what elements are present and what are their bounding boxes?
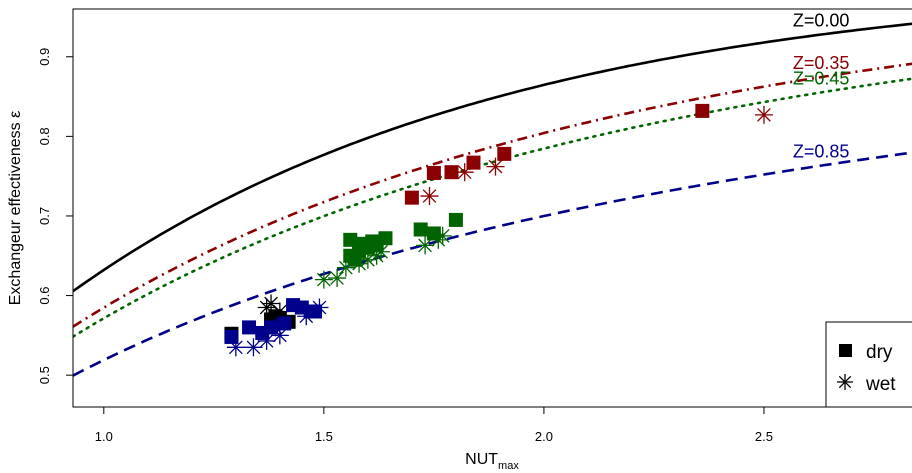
x-tick-label-3: 2.5 — [755, 429, 773, 444]
legend-box — [825, 321, 912, 408]
y-axis-label: Exchangeur effectiveness ε — [7, 111, 24, 306]
legend-wet-label: wet — [865, 374, 896, 395]
data-point-3-1 — [244, 338, 263, 357]
data-point-6-4 — [497, 146, 512, 161]
y-axis: 0.5 0.6 0.7 0.8 0.9 — [37, 48, 73, 384]
data-point-4-8 — [378, 231, 393, 246]
data-point-3-4 — [297, 307, 316, 326]
curve-label-1: Z=0.35 — [793, 53, 850, 73]
data-point-7-0 — [420, 187, 439, 206]
curve-label-3: Z=0.85 — [793, 142, 850, 162]
legend-wet-marker — [837, 374, 853, 390]
y-tick-label-3: 0.8 — [37, 127, 52, 145]
data-point-3-5 — [310, 298, 329, 317]
data-point-5-0 — [314, 270, 333, 289]
data-point-2-1 — [242, 320, 257, 335]
data-point-5-3 — [350, 254, 369, 273]
legend-dry-label: dry — [866, 342, 893, 363]
data-point-3-0 — [226, 338, 245, 357]
legend-dry-marker — [839, 344, 852, 357]
data-point-3-6 — [266, 318, 285, 337]
curve-label-0: Z=0.00 — [793, 11, 850, 31]
data-point-5-7 — [416, 236, 435, 255]
plot-frame — [72, 8, 912, 408]
data-point-4-0 — [343, 232, 358, 247]
y-tick-label-4: 0.9 — [37, 48, 52, 66]
x-tick-label-1: 1.5 — [315, 429, 333, 444]
y-tick-label-0: 0.5 — [37, 366, 52, 384]
data-point-6-1 — [426, 165, 441, 180]
data-point-6-0 — [404, 190, 419, 205]
data-point-5-6 — [372, 242, 391, 261]
data-point-1-2 — [262, 294, 281, 313]
y-tick-label-2: 0.7 — [37, 207, 52, 225]
data-point-4-11 — [448, 212, 463, 227]
data-point-7-1 — [455, 163, 474, 182]
curve-label-2: Z=0.45 — [793, 68, 850, 88]
data-point-5-9 — [433, 226, 452, 245]
data-points — [224, 103, 773, 357]
data-point-6-5 — [695, 103, 710, 118]
x-axis: 1.0 1.5 2.0 2.5 — [95, 407, 773, 444]
x-tick-label-0: 1.0 — [95, 429, 113, 444]
curve-z-0 — [73, 22, 912, 293]
model-curves — [73, 22, 912, 377]
data-point-7-2 — [486, 157, 505, 176]
curve-z-1 — [73, 62, 912, 328]
y-tick-label-1: 0.6 — [37, 287, 52, 305]
curve-labels: Z=0.00 Z=0.35Z=0.45 Z=0.85 — [793, 11, 850, 162]
curve-z-2 — [73, 77, 912, 338]
curve-z-3 — [73, 151, 912, 377]
data-point-5-2 — [336, 258, 355, 277]
data-point-2-0 — [224, 329, 239, 344]
data-point-7-3 — [754, 105, 773, 124]
x-axis-label: NUTmax — [465, 451, 519, 472]
x-tick-label-2: 2.0 — [535, 429, 553, 444]
legend: dry wet — [825, 321, 912, 408]
data-point-4-9 — [413, 222, 428, 237]
data-point-6-2 — [444, 165, 459, 180]
data-point-3-2 — [257, 331, 276, 350]
data-point-5-1 — [328, 269, 347, 288]
